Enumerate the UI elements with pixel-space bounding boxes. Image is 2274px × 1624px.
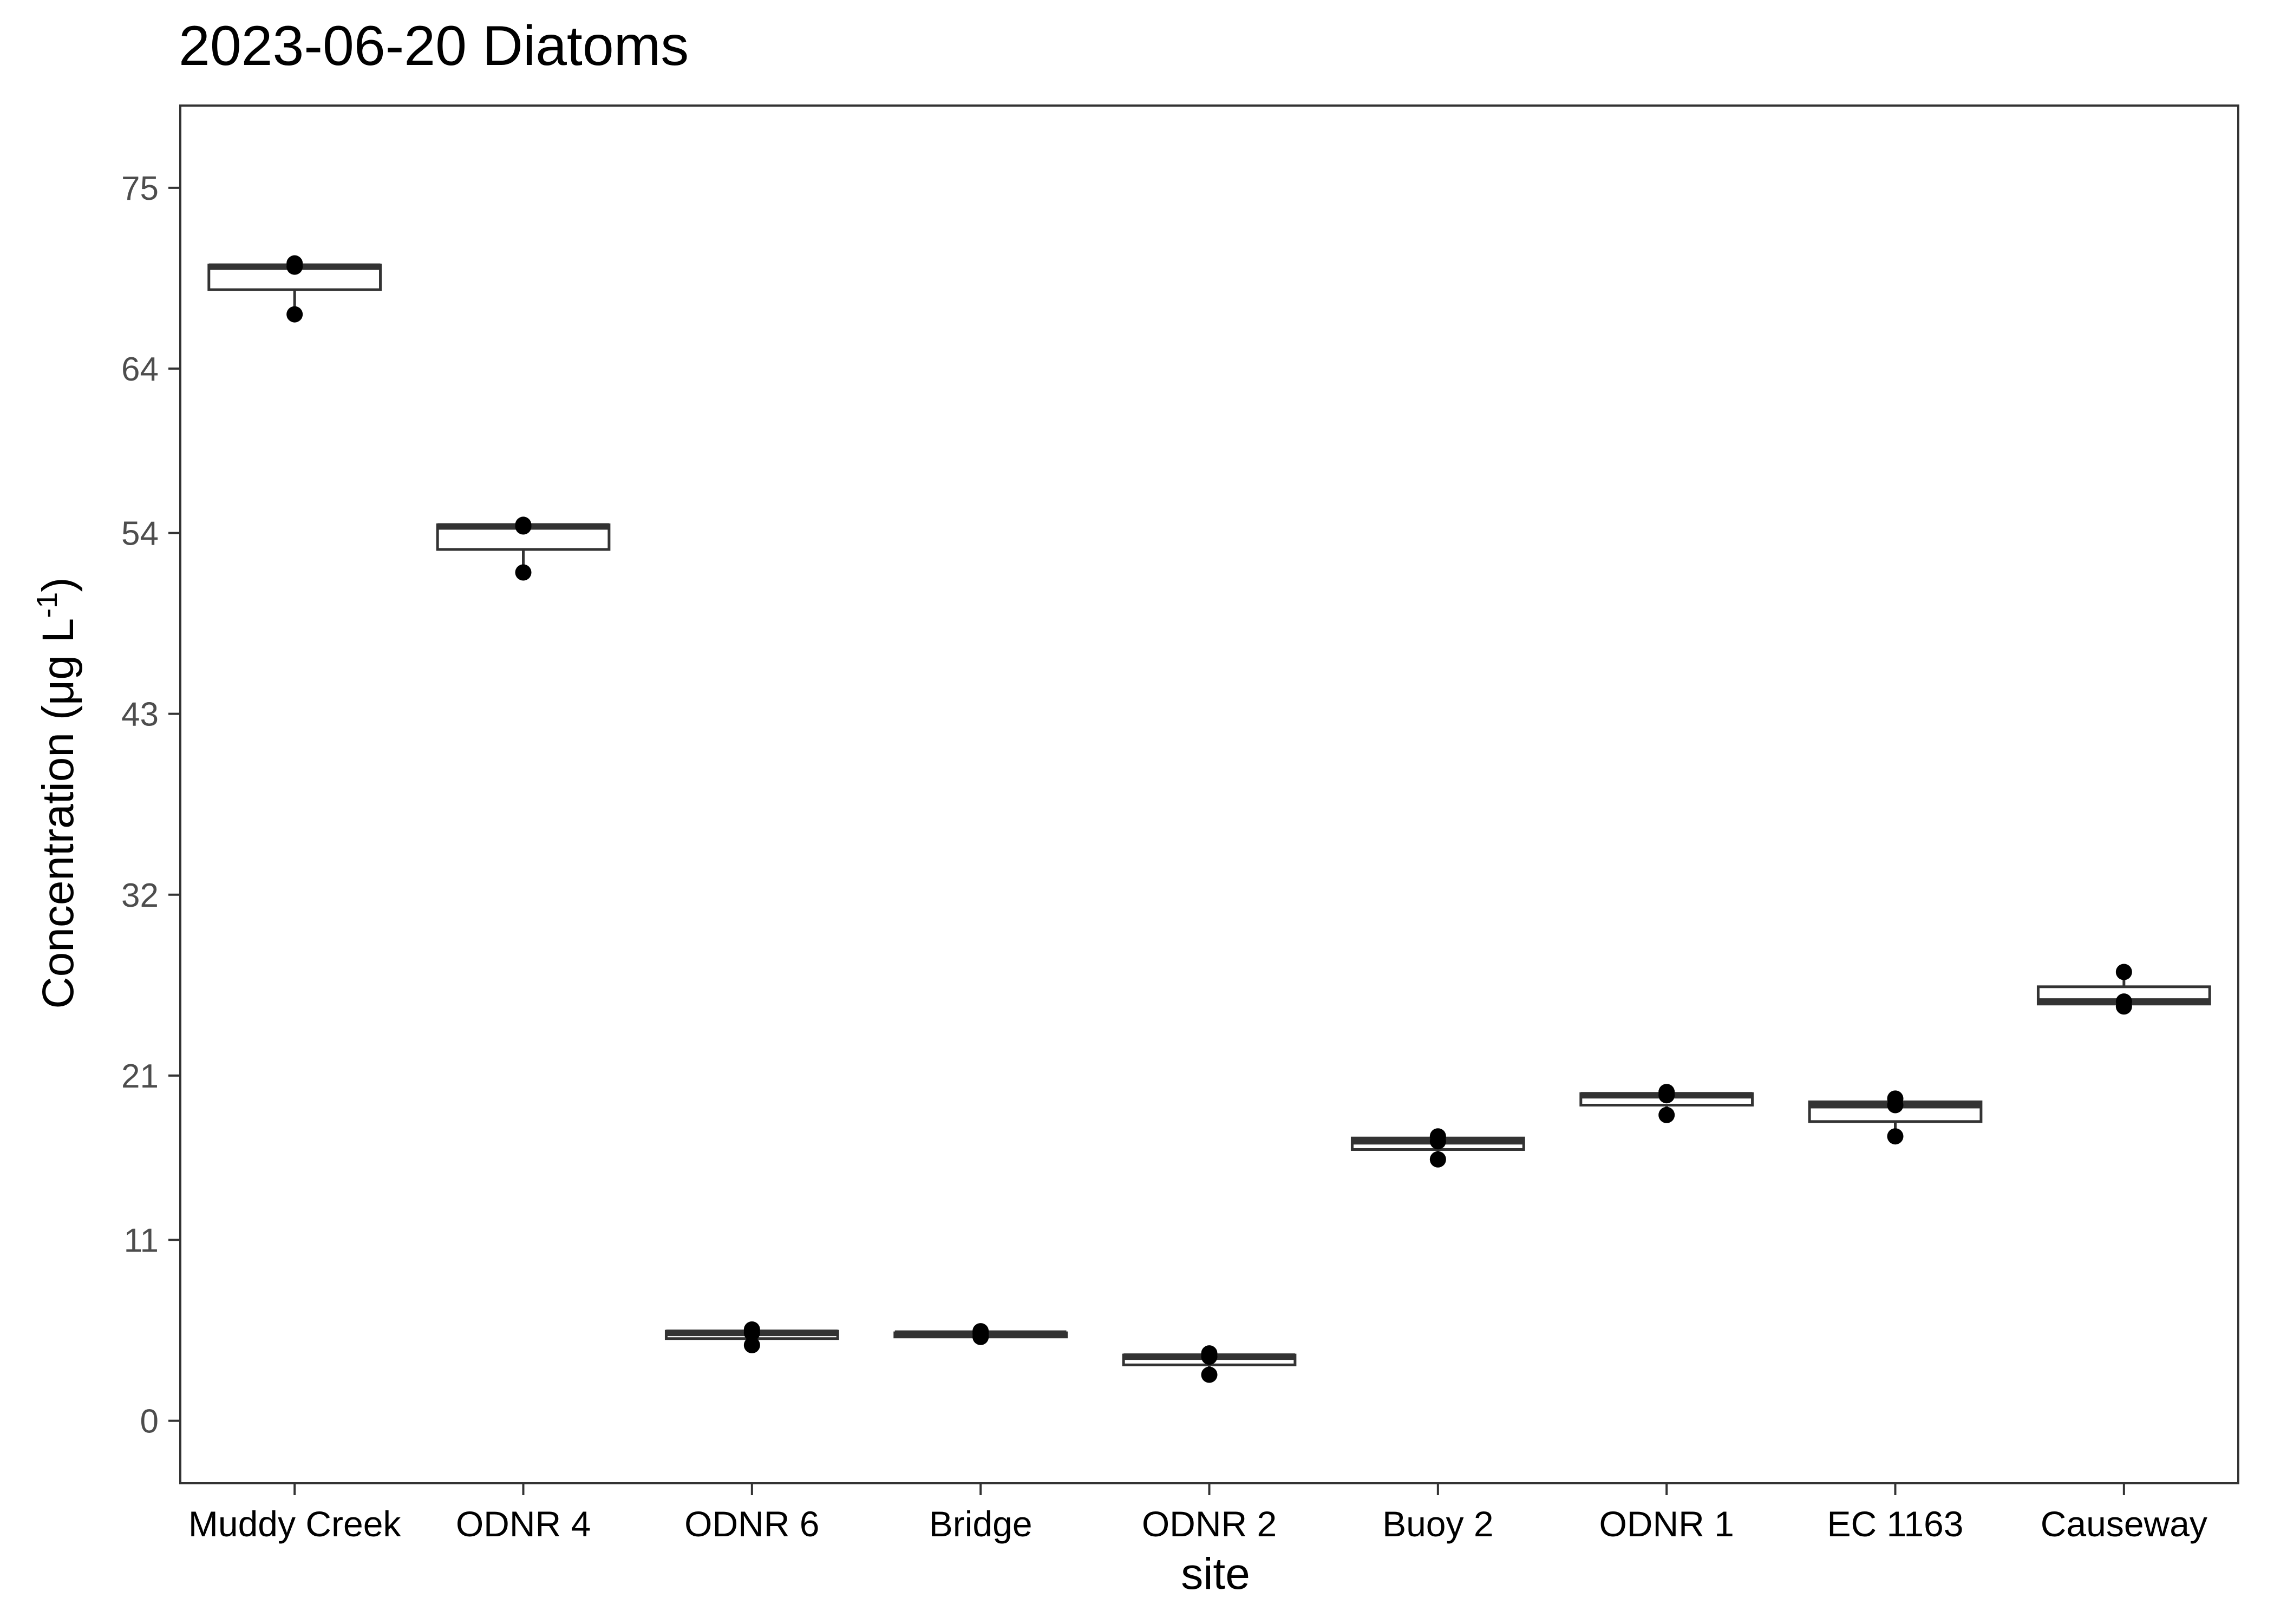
plot-area: 0 11 21 32 43 54 64 75 Muddy Creek ODNR 4 ODNR 6 Br… [121, 104, 2239, 1544]
chart-title: 2023-06-20 Diatoms [179, 15, 689, 77]
data-point [1658, 1087, 1675, 1104]
y-tick-label: 21 [121, 1058, 159, 1095]
x-tick-label: Muddy Creek [188, 1504, 401, 1544]
data-point [1201, 1366, 1218, 1383]
x-tick-label: Buoy 2 [1382, 1504, 1493, 1544]
data-point [2115, 998, 2132, 1015]
x-tick-label: Causeway [2041, 1504, 2207, 1544]
y-tick-label: 32 [121, 877, 159, 914]
x-axis-title: site [1181, 1549, 1250, 1599]
y-axis-title: Concentration (μg L-1) [31, 577, 83, 1009]
y-tick-label: 64 [121, 351, 159, 388]
data-point [972, 1328, 989, 1345]
y-tick-label: 11 [124, 1222, 159, 1260]
data-point [515, 564, 532, 581]
data-point [1658, 1106, 1675, 1123]
data-point [743, 1325, 760, 1341]
data-point [2115, 964, 2132, 980]
data-point [1887, 1097, 1904, 1114]
data-point [286, 306, 303, 323]
x-tick-label: ODNR 2 [1142, 1504, 1277, 1544]
data-point [743, 1337, 760, 1353]
plot-panel-border [179, 104, 2239, 1484]
y-tick-label: 43 [121, 696, 159, 734]
y-tick-label: 75 [121, 170, 159, 207]
x-tick-label: ODNR 4 [456, 1504, 591, 1544]
y-tick-label: 54 [121, 515, 159, 553]
data-point [515, 518, 532, 535]
data-point [1429, 1133, 1446, 1150]
data-point [286, 258, 303, 275]
x-tick-label: Bridge [929, 1504, 1033, 1544]
x-tick-label: EC 1163 [1827, 1504, 1964, 1544]
x-tick-label: ODNR 6 [684, 1504, 819, 1544]
data-point [1201, 1348, 1218, 1365]
x-tick-label: ODNR 1 [1599, 1504, 1734, 1544]
data-point [1429, 1151, 1446, 1168]
y-tick-label: 0 [140, 1403, 159, 1440]
data-point [1887, 1128, 1904, 1145]
